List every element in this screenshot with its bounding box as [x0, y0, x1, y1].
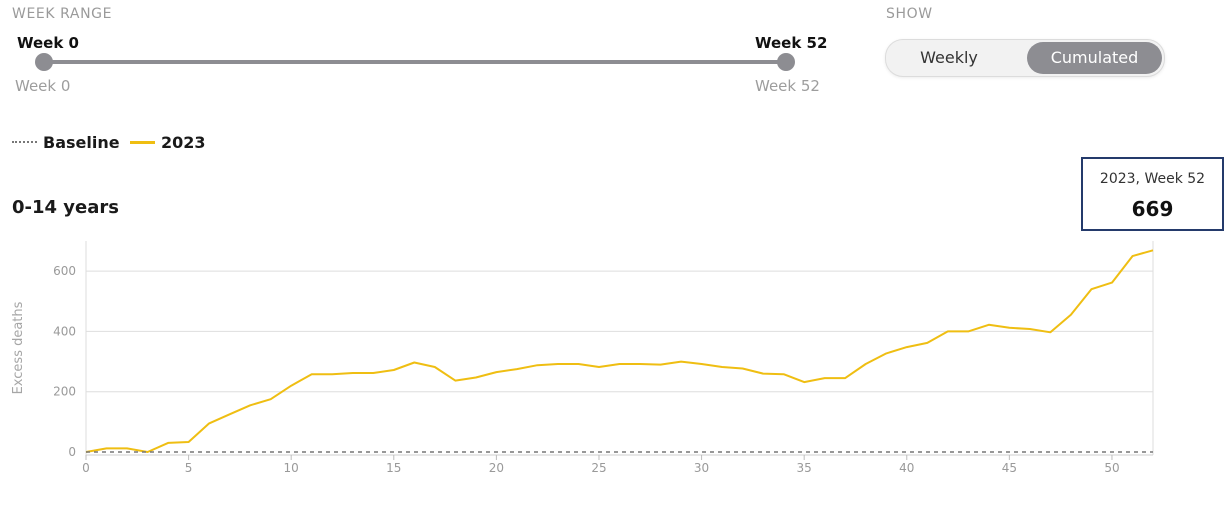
x-tick-label-40: 40 — [899, 461, 914, 475]
x-tick-label-35: 35 — [797, 461, 812, 475]
week-range-label: WEEK RANGE — [12, 6, 113, 22]
excess-deaths-chart[interactable]: 0 200 400 600 0 5 10 15 20 25 30 35 40 45 50 Excess dea… — [0, 230, 1232, 480]
baseline-swatch-icon — [12, 141, 37, 143]
tick-labels: 0 200 400 600 0 5 10 15 20 25 30 35 40 45 50 Excess dea… — [11, 264, 1120, 475]
x-tick-label-25: 25 — [591, 461, 606, 475]
x-tick-label-30: 30 — [694, 461, 709, 475]
legend-item-2023[interactable]: 2023 — [130, 133, 206, 152]
grid-lines — [86, 270, 1153, 393]
range-end-value: Week 52 — [755, 34, 828, 52]
y-tick-label-200: 200 — [53, 385, 76, 399]
range-end-handle[interactable] — [777, 53, 795, 71]
week-range-slider[interactable]: Week 0 Week 52 Week 0 Week 52 — [0, 0, 860, 110]
x-tick-label-50: 50 — [1104, 461, 1119, 475]
view-toggle: Weekly Cumulated — [885, 39, 1165, 77]
x-tick-label-15: 15 — [386, 461, 401, 475]
series-2023-line — [85, 249, 1154, 453]
x-tick-label-45: 45 — [1002, 461, 1017, 475]
y-tick-label-400: 400 — [53, 324, 76, 338]
x-tick-label-0: 0 — [82, 461, 90, 475]
axes — [85, 241, 1154, 460]
tooltip-label: 2023, Week 52 — [1099, 171, 1206, 187]
tooltip-value: 669 — [1131, 197, 1174, 221]
x-tick-label-20: 20 — [489, 461, 504, 475]
weekly-toggle-button[interactable]: Weekly — [920, 48, 978, 67]
legend-item-baseline[interactable]: Baseline — [12, 133, 120, 152]
slider-track[interactable] — [44, 60, 786, 64]
range-start-value: Week 0 — [17, 34, 79, 52]
hover-tooltip: 2023, Week 52 669 — [1081, 157, 1224, 231]
x-tick-label-10: 10 — [284, 461, 299, 475]
y-axis-title: Excess deaths — [11, 301, 26, 394]
legend-2023-label: 2023 — [161, 133, 206, 152]
range-end-caption: Week 52 — [755, 77, 820, 95]
legend-baseline-label: Baseline — [43, 133, 120, 152]
y-tick-label-600: 600 — [53, 264, 76, 278]
cumulated-toggle-button[interactable]: Cumulated — [1027, 42, 1162, 74]
show-label: SHOW — [886, 6, 933, 22]
series-lines — [85, 249, 1154, 453]
panel-title: 0-14 years — [12, 197, 119, 218]
series-2023-swatch-icon — [130, 140, 155, 144]
y-tick-label-0: 0 — [68, 445, 76, 459]
range-start-handle[interactable] — [35, 53, 53, 71]
x-tick-label-5: 5 — [185, 461, 193, 475]
range-start-caption: Week 0 — [15, 77, 71, 95]
